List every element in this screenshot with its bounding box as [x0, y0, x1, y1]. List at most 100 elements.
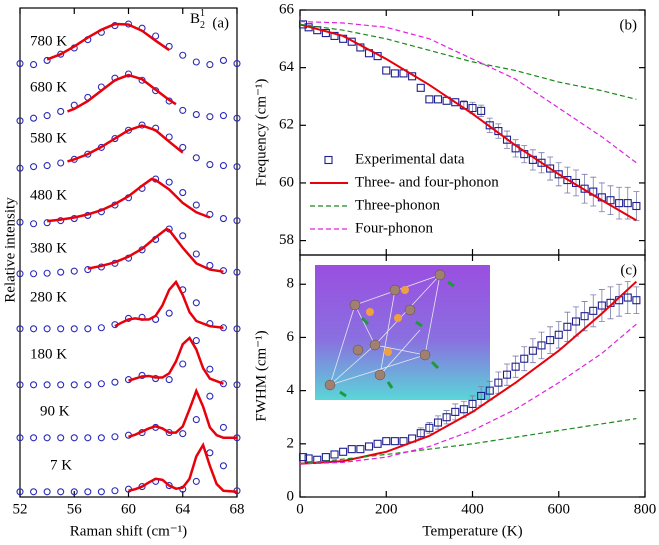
data-point [520, 354, 529, 363]
legend-label: Four-phonon [355, 220, 434, 236]
error-bar [616, 283, 623, 317]
data-point [477, 391, 486, 400]
data-point [416, 83, 425, 92]
data-point [57, 325, 65, 333]
error-bar [598, 182, 605, 213]
data-point [70, 381, 78, 389]
data-point [97, 434, 105, 442]
data-point [206, 365, 214, 373]
fit-line [128, 387, 237, 440]
data-point [111, 135, 119, 143]
data-point [206, 113, 214, 121]
temperature-label: 480 K [30, 187, 67, 203]
data-point [382, 437, 391, 446]
data-point [597, 301, 606, 310]
data-point [233, 114, 241, 122]
fit-line [67, 73, 177, 113]
data-point [16, 325, 24, 333]
data-point [138, 121, 146, 129]
data-point [43, 112, 51, 120]
data-point [84, 266, 92, 274]
error-bar [564, 311, 571, 342]
data-point [57, 381, 65, 389]
fit-line [46, 22, 170, 61]
x-tick-label: 400 [461, 501, 484, 517]
x-axis-label: Raman shift (cm⁻¹) [70, 523, 187, 539]
data-point [16, 60, 24, 68]
data-point [373, 439, 382, 448]
data-point [30, 163, 38, 171]
data-point [219, 462, 227, 470]
data-point [623, 293, 632, 302]
plot-frame [299, 9, 646, 256]
data-point [179, 430, 187, 438]
data-point [546, 336, 555, 345]
data-point [97, 324, 105, 332]
data-point [16, 381, 24, 389]
x-tick-label: 800 [634, 501, 657, 517]
error-bar [521, 145, 528, 164]
error-bar [633, 191, 640, 221]
y-tick-label: 2 [287, 435, 295, 451]
data-point [459, 405, 468, 414]
data-point [477, 106, 486, 115]
data-point [43, 434, 51, 442]
data-point [233, 217, 241, 225]
data-point [43, 162, 51, 170]
data-point [537, 158, 546, 167]
data-point [43, 269, 51, 277]
data-point [16, 488, 24, 496]
data-point [364, 442, 374, 451]
y-tick-label: 60 [279, 174, 294, 190]
data-point [330, 31, 339, 40]
x-tick-label: 200 [375, 501, 398, 517]
data-point [219, 423, 227, 431]
fit-line [299, 323, 637, 465]
error-bar [529, 338, 536, 364]
error-bar [521, 346, 528, 372]
inset-structure [315, 265, 490, 400]
data-point [632, 296, 641, 305]
data-point [84, 434, 92, 442]
data-point [219, 215, 227, 223]
data-point [233, 381, 241, 389]
data-point [97, 380, 105, 388]
data-point [416, 429, 425, 438]
x-tick-label: 0 [296, 501, 304, 517]
fit-line [46, 177, 211, 223]
error-bar [512, 139, 519, 158]
data-point [70, 488, 78, 496]
data-point [30, 220, 38, 228]
data-point [623, 199, 632, 208]
data-point [192, 337, 200, 345]
panel-label: (a) [212, 15, 229, 31]
data-point [30, 381, 38, 389]
data-point [563, 322, 572, 331]
x-axis-label: Temperature (K) [422, 523, 522, 539]
data-point [298, 20, 308, 29]
data-point [571, 317, 581, 326]
legend-label: Three-phonon [355, 197, 440, 213]
data-point [382, 66, 391, 75]
y-axis-label: Relative intensity [2, 197, 18, 303]
panel-label: (c) [620, 262, 637, 278]
data-point [494, 378, 503, 387]
data-point [347, 445, 356, 454]
data-point [179, 232, 187, 240]
data-point [615, 199, 624, 208]
x-tick-label: 52 [13, 501, 28, 517]
fit-line [128, 441, 238, 494]
data-point [30, 270, 38, 278]
data-point [43, 56, 51, 64]
temperature-label: 280 K [30, 289, 67, 305]
data-point [632, 201, 641, 211]
data-point [321, 453, 330, 462]
data-point [165, 482, 173, 490]
data-point [233, 325, 241, 333]
y-axis-label: Frequency (cm⁻¹) [253, 79, 269, 187]
error-bar [616, 186, 623, 220]
error-bar [598, 289, 605, 322]
data-point [179, 360, 187, 368]
error-bar [435, 415, 441, 430]
